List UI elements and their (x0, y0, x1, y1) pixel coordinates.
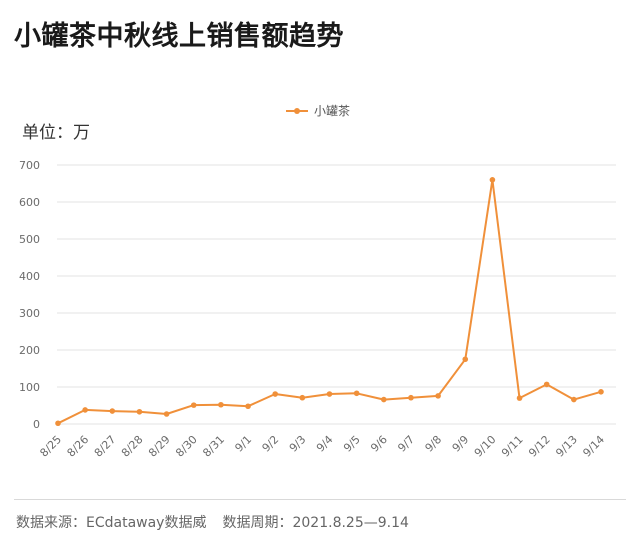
x-tick-label: 9/12 (526, 433, 553, 460)
y-tick-label: 300 (19, 307, 40, 320)
data-point[interactable] (136, 408, 143, 415)
x-tick-label: 9/8 (423, 433, 445, 455)
x-tick-label: 9/3 (287, 433, 309, 455)
legend-marker (294, 108, 300, 114)
x-tick-label: 8/27 (92, 433, 119, 460)
y-tick-label: 0 (33, 418, 40, 431)
data-point[interactable] (55, 420, 61, 427)
x-tick-label: 9/1 (232, 433, 254, 455)
x-tick-label: 9/6 (368, 433, 390, 455)
data-point[interactable] (516, 395, 523, 401)
x-tick-label: 8/29 (146, 433, 173, 460)
series-layer (55, 177, 604, 427)
x-tick-label: 9/9 (450, 433, 472, 455)
y-tick-label: 400 (19, 270, 40, 283)
data-point[interactable] (408, 394, 414, 401)
data-point[interactable] (109, 408, 116, 414)
data-point[interactable] (353, 390, 360, 397)
footer: 数据来源：ECdataway数据威 数据周期：2021.8.25—9.14 (16, 512, 409, 532)
footer-period: 数据周期：2021.8.25—9.14 (222, 515, 409, 531)
data-point[interactable] (272, 391, 279, 397)
data-point[interactable] (218, 401, 224, 408)
legend[interactable]: 小罐茶 (286, 103, 350, 118)
page-title: 小罐茶中秋线上销售额趋势 (14, 21, 344, 52)
data-point[interactable] (163, 411, 170, 417)
data-point[interactable] (435, 393, 441, 399)
x-tick-label: 9/4 (314, 433, 336, 455)
x-tick-label: 9/10 (472, 433, 499, 460)
data-point[interactable] (82, 407, 88, 413)
x-tick-label: 8/26 (65, 433, 92, 460)
data-point[interactable] (571, 396, 577, 403)
data-point[interactable] (543, 381, 550, 388)
y-tick-label: 600 (19, 196, 40, 209)
data-point[interactable] (489, 177, 496, 183)
y-tick-label: 700 (19, 159, 40, 172)
x-tick-label: 8/25 (37, 433, 64, 460)
x-tick-label: 9/11 (499, 433, 526, 460)
footer-source: 数据来源：ECdataway数据威 (16, 515, 207, 531)
data-point[interactable] (245, 403, 251, 410)
x-tick-label: 8/28 (119, 433, 146, 460)
x-tick-label: 9/2 (260, 433, 282, 455)
grid-lines (57, 164, 616, 425)
data-point[interactable] (598, 389, 604, 395)
y-axis-ticks: 0 100 200 300 400 500 600 700 (19, 159, 40, 431)
y-tick-label: 100 (19, 381, 40, 394)
y-tick-label: 500 (19, 233, 40, 246)
data-point[interactable] (381, 396, 387, 403)
x-tick-label: 9/7 (395, 433, 417, 455)
x-tick-label: 8/31 (200, 433, 227, 460)
x-tick-label: 9/5 (341, 433, 363, 455)
legend-label: 小罐茶 (314, 103, 350, 118)
footer-divider (14, 499, 626, 500)
y-tick-label: 200 (19, 344, 40, 357)
x-tick-label: 8/30 (173, 433, 200, 460)
data-point[interactable] (190, 402, 197, 408)
data-point[interactable] (299, 394, 306, 401)
x-tick-label: 9/14 (580, 433, 607, 460)
x-tick-label: 9/13 (553, 433, 580, 460)
x-axis-ticks: 8/25 8/26 8/27 8/28 8/29 8/30 8/31 9/1 9/2 9/3 9/4… (37, 433, 607, 460)
unit-label: 单位：万 (22, 123, 90, 143)
data-point[interactable] (462, 356, 469, 363)
data-point[interactable] (326, 391, 333, 397)
